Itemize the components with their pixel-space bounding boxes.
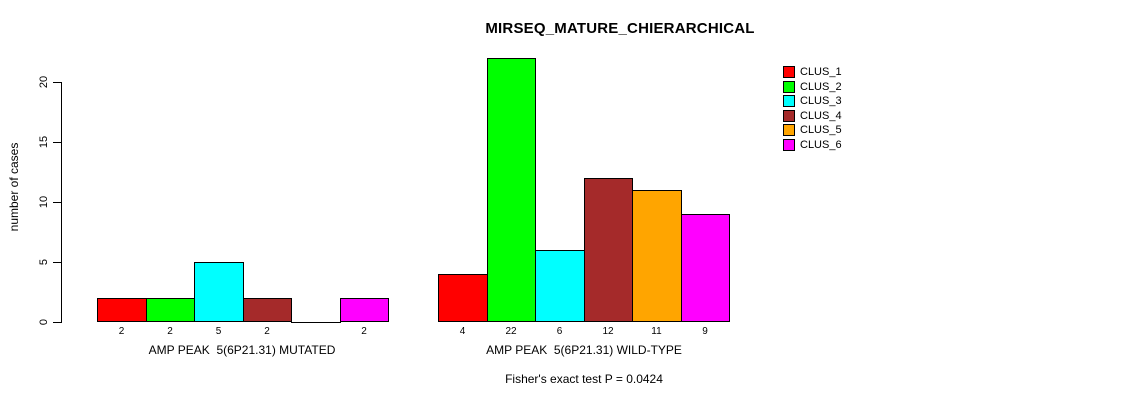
y-tick-label: 10 [38, 195, 50, 209]
bar-count-label: 2 [361, 326, 367, 337]
y-tick-mark [53, 202, 61, 203]
bar-clus_6 [681, 214, 730, 322]
y-tick-mark [53, 262, 61, 263]
group-label: AMP PEAK 5(6P21.31) WILD-TYPE [486, 343, 682, 357]
bar-count-label: 11 [651, 326, 662, 337]
y-tick-label: 5 [38, 258, 50, 266]
bar-count-label: 22 [505, 326, 517, 337]
bar-clus_6 [340, 298, 389, 322]
bar-clus_3 [535, 250, 585, 322]
legend-color-swatch [783, 110, 795, 122]
legend-item-label: CLUS_3 [800, 95, 842, 107]
zero-height-bar-baseline [291, 322, 341, 323]
y-tick-mark [53, 142, 61, 143]
y-tick-label: 0 [38, 318, 50, 326]
bar-count-label: 2 [264, 326, 270, 337]
legend-color-swatch [783, 66, 795, 78]
legend-item-label: CLUS_4 [800, 110, 842, 122]
group-label: AMP PEAK 5(6P21.31) MUTATED [148, 343, 336, 357]
y-axis-line [61, 82, 62, 323]
bar-clus_5 [632, 190, 682, 322]
bar-count-label: 4 [459, 326, 466, 337]
bar-clus_1 [438, 274, 488, 322]
y-axis-label: number of cases [7, 142, 21, 232]
bar-count-label: 9 [702, 326, 708, 337]
chart-title: MIRSEQ_MATURE_CHIERARCHICAL [485, 20, 755, 37]
legend-item-label: CLUS_1 [800, 66, 842, 78]
legend-item-label: CLUS_6 [800, 139, 842, 151]
bar-clus_4 [243, 298, 292, 322]
bar-count-label: 12 [602, 326, 614, 337]
bar-clus_2 [146, 298, 195, 322]
y-tick-label: 20 [38, 75, 50, 89]
bar-count-label: 2 [167, 326, 173, 337]
bar-clus_4 [584, 178, 633, 322]
legend-color-swatch [783, 139, 795, 151]
y-tick-mark [53, 322, 61, 323]
fisher-test-annotation: Fisher's exact test P = 0.0424 [505, 372, 663, 386]
bar-clus_2 [487, 58, 536, 322]
bar-count-label: 2 [118, 326, 125, 337]
bar-count-label: 5 [215, 326, 222, 337]
bar-clus_3 [194, 262, 244, 322]
legend-color-swatch [783, 124, 795, 136]
legend-item-label: CLUS_2 [800, 81, 842, 93]
bar-count-label: 6 [556, 326, 563, 337]
legend-color-swatch [783, 95, 795, 107]
legend-color-swatch [783, 81, 795, 93]
bar-clus_1 [97, 298, 147, 322]
y-tick-label: 15 [38, 135, 50, 149]
y-tick-mark [53, 82, 61, 83]
legend-item-label: CLUS_5 [800, 124, 842, 136]
legend: CLUS_1 CLUS_2 CLUS_3 CLUS_4 CLUS_5 CLUS_6 [783, 66, 883, 156]
